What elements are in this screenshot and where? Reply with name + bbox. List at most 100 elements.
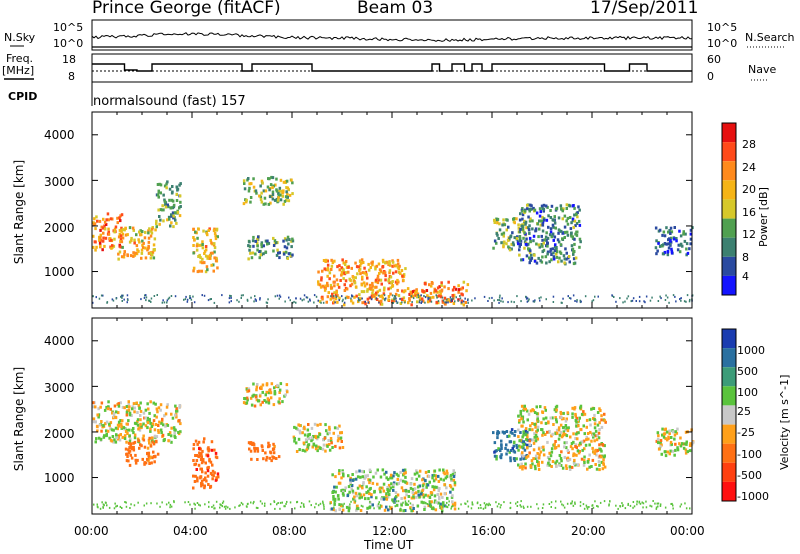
range-gate-cell (409, 482, 413, 486)
range-gate-cell (338, 296, 341, 300)
range-gate-cell (589, 430, 592, 434)
range-gate-cell (112, 299, 115, 302)
range-gate-cell (221, 294, 223, 297)
range-gate-cell (543, 238, 547, 242)
range-gate-cell (203, 437, 206, 441)
range-gate-cell (204, 245, 208, 248)
range-gate-cell (380, 497, 383, 501)
range-gate-cell (513, 236, 516, 240)
range-gate-cell (445, 486, 448, 490)
range-gate-cell (584, 295, 587, 298)
range-gate-cell (267, 391, 271, 395)
range-gate-cell (261, 502, 263, 505)
range-gate-cell (406, 287, 410, 291)
range-gate-cell (271, 176, 275, 180)
range-gate-cell (160, 421, 163, 425)
range-gate-cell (500, 504, 502, 507)
range-gate-cell (594, 434, 598, 438)
range-gate-cell (281, 400, 284, 404)
range-gate-cell (149, 229, 153, 233)
range-gate-cell (108, 506, 111, 509)
range-gate-cell (515, 443, 518, 447)
range-gate-cell (668, 429, 671, 433)
range-gate-cell (667, 242, 670, 246)
range-gate-cell (548, 451, 551, 455)
range-gate-cell (424, 493, 427, 497)
range-gate-cell (554, 461, 557, 465)
range-gate-cell (266, 301, 269, 304)
range-gate-cell (550, 465, 553, 468)
range-gate-cell (344, 279, 348, 283)
range-gate-cell (366, 506, 369, 510)
range-gate-cell (368, 287, 372, 290)
range-gate-cell (259, 403, 262, 407)
range-gate-cell (240, 297, 242, 299)
range-gate-cell (210, 263, 213, 267)
range-gate-cell (572, 452, 575, 456)
range-gate-cell (550, 434, 553, 438)
range-gate-cell (335, 485, 338, 489)
range-gate-cell (384, 274, 387, 278)
range-gate-cell (168, 187, 172, 191)
range-gate-cell (132, 445, 135, 449)
range-gate-cell (146, 248, 149, 252)
range-gate-cell (274, 295, 277, 298)
range-gate-cell (679, 436, 682, 440)
range-gate-cell (602, 461, 605, 465)
range-gate-cell (96, 503, 98, 506)
range-gate-cell (525, 295, 527, 298)
range-gate-cell (600, 418, 603, 422)
range-gate-cell (554, 440, 557, 443)
range-gate-cell (173, 434, 176, 438)
range-gate-cell (402, 509, 405, 513)
range-gate-cell (288, 296, 290, 299)
range-gate-cell (165, 186, 168, 190)
freq-unit: [MHz] (2, 64, 35, 77)
range-gate-cell (202, 458, 205, 461)
range-gate-cell (600, 460, 604, 464)
range-gate-cell (541, 207, 544, 211)
range-gate-cell (207, 483, 210, 486)
range-gate-cell (307, 433, 310, 437)
range-gate-cell (326, 281, 329, 285)
range-gate-cell (532, 448, 536, 452)
range-gate-cell (545, 238, 548, 242)
range-gate-cell (261, 383, 265, 387)
range-gate-cell (265, 455, 269, 459)
range-gate-cell (439, 505, 441, 507)
range-gate-cell (558, 463, 561, 467)
range-gate-cell (264, 451, 267, 455)
range-gate-cell (156, 193, 160, 197)
range-gate-cell (145, 294, 147, 297)
range-gate-cell (261, 449, 264, 452)
range-gate-cell (342, 474, 345, 478)
range-gate-cell (542, 241, 545, 245)
range-gate-cell (147, 454, 150, 458)
range-gate-cell (322, 503, 325, 506)
range-gate-cell (566, 459, 570, 462)
range-gate-cell (522, 440, 526, 444)
range-gate-cell (138, 406, 141, 410)
range-gate-cell (381, 468, 385, 472)
range-gate-cell (370, 296, 373, 300)
range-gate-cell (266, 242, 269, 246)
range-gate-cell (197, 227, 200, 231)
range-gate-cell (578, 223, 582, 227)
range-gate-cell (193, 502, 195, 505)
range-gate-cell (454, 287, 458, 291)
range-gate-cell (331, 491, 334, 494)
range-gate-cell (213, 246, 217, 250)
range-gate-cell (670, 249, 674, 253)
freq-panel-frame (91, 53, 693, 83)
range-gate-cell (230, 295, 232, 297)
range-gate-cell (507, 245, 510, 249)
range-gate-cell (366, 288, 369, 292)
range-gate-cell (674, 442, 677, 446)
range-gate-cell (114, 225, 118, 229)
range-gate-cell (577, 424, 580, 428)
range-gate-cell (279, 193, 282, 197)
range-gate-cell (596, 433, 599, 437)
range-gate-cell (301, 299, 303, 302)
range-gate-cell (558, 256, 561, 260)
range-gate-cell (586, 467, 589, 471)
